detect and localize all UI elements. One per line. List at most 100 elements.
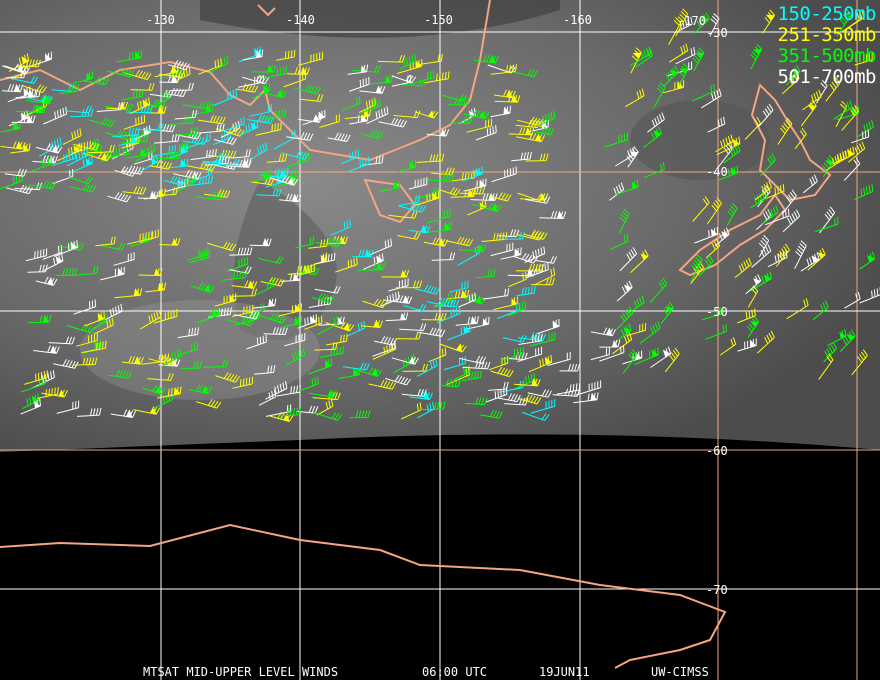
wind-barb [215, 372, 240, 383]
wind-barb [717, 165, 739, 181]
wind-barb [715, 134, 734, 153]
wind-barb [213, 88, 238, 106]
wind-barb [256, 278, 274, 296]
wind-barb [517, 346, 543, 362]
wind-barb [265, 404, 292, 417]
wind-barb [81, 340, 107, 354]
wind-barb [749, 271, 772, 292]
wind-barb [416, 153, 445, 163]
wind-barb [308, 239, 329, 249]
wind-barb [608, 182, 625, 201]
wind-barb [234, 311, 260, 320]
wind-barb [76, 333, 98, 347]
wind-barb [113, 252, 135, 266]
wind-barb [438, 187, 461, 196]
wind-barb [599, 339, 621, 348]
wind-barb [507, 268, 537, 277]
wind-barb [171, 66, 191, 84]
wind-barb [426, 208, 451, 224]
wind-barb [856, 120, 874, 138]
wind-barb [27, 264, 48, 273]
wind-barb [77, 407, 102, 417]
wind-barb [164, 175, 187, 187]
wind-barb [53, 240, 78, 257]
wind-barb [825, 77, 841, 102]
wind-barb [71, 140, 91, 154]
wind-barb [185, 133, 211, 149]
wind-barb [690, 261, 704, 285]
wind-barb [231, 157, 252, 166]
wind-barb [434, 298, 460, 308]
wind-barb [264, 109, 287, 120]
wind-barb [188, 250, 211, 264]
dark-band [200, 0, 560, 38]
wind-barb [385, 312, 409, 322]
wind-barb [825, 151, 846, 171]
wind-barb [694, 226, 719, 244]
wind-barb [25, 248, 48, 262]
wind-barb [280, 273, 302, 282]
wind-barb [314, 285, 341, 294]
wind-barb [163, 348, 182, 366]
latitude-label: -70 [706, 583, 728, 597]
wind-barb [29, 51, 53, 67]
wind-barb [197, 115, 226, 125]
coast-antarctica [0, 523, 727, 669]
wind-barb [20, 376, 46, 393]
wind-barb [126, 105, 153, 114]
wind-barb [425, 173, 455, 182]
wind-barb [403, 303, 427, 312]
wind-barb [198, 123, 225, 134]
wind-barb [269, 411, 294, 422]
wind-barb [168, 60, 190, 71]
wind-barb [516, 231, 544, 241]
wind-barb [105, 303, 123, 321]
wind-barb [2, 84, 24, 93]
wind-barb [854, 184, 874, 201]
wind-barb [110, 409, 137, 419]
wind-barb [518, 333, 543, 345]
wind-barb [38, 137, 62, 157]
wind-barb [431, 252, 456, 261]
wind-barb [433, 292, 453, 309]
wind-barb [249, 104, 273, 117]
wind-barb [530, 126, 555, 136]
wind-barb [537, 318, 560, 335]
wind-barb [103, 147, 131, 159]
wind-barb [232, 376, 254, 389]
wind-barb [556, 382, 581, 395]
wind-barb [30, 156, 52, 173]
wind-barb [377, 54, 406, 63]
wind-barb [308, 358, 332, 375]
wind-barb [714, 227, 730, 247]
wind-barb [500, 347, 524, 361]
wind-barb [381, 270, 410, 278]
wind-barb [169, 144, 188, 159]
wind-barb [472, 202, 502, 213]
wind-barb [612, 332, 633, 355]
wind-barb [147, 373, 174, 381]
wind-barb [198, 58, 222, 75]
wind-barb [69, 183, 97, 193]
wind-barb [408, 177, 428, 190]
wind-barb [719, 337, 737, 356]
wind-barb [534, 267, 556, 286]
wind-barb [536, 110, 556, 127]
wind-barb [508, 300, 527, 317]
wind-barb [157, 386, 182, 399]
wind-barb [761, 205, 779, 225]
wind-barb [250, 170, 271, 183]
wind-barb [459, 355, 487, 365]
wind-barb [402, 363, 429, 372]
wind-barb [698, 255, 714, 277]
wind-barb [41, 389, 68, 398]
wind-barb [286, 132, 314, 141]
wind-barb [653, 82, 666, 108]
wind-barb [220, 116, 245, 133]
wind-barb [300, 94, 324, 102]
wind-barb [393, 110, 421, 119]
wind-barb [181, 360, 203, 369]
wind-barb [313, 411, 343, 421]
latitude-label: -60 [706, 444, 728, 458]
wind-barb [692, 47, 705, 72]
